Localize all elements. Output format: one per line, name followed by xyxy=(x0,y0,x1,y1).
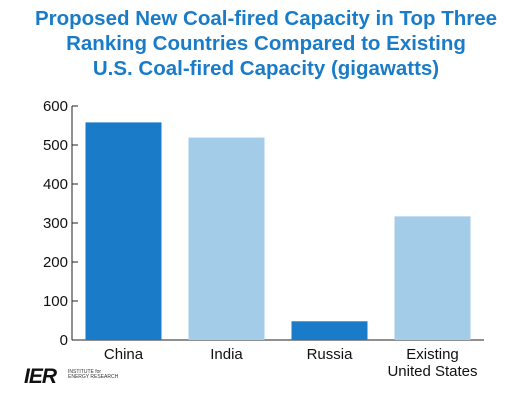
chart-title-line-3: U.S. Coal-fired Capacity (gigawatts) xyxy=(92,57,440,80)
ier-logo-text: IER xyxy=(24,365,57,388)
chart-title-line-2: Ranking Countries Compared to Existing xyxy=(66,32,466,55)
y-tick-label: 600 xyxy=(43,98,68,115)
ier-logo-mark: IER xyxy=(24,365,57,389)
y-tick-label: 0 xyxy=(60,332,68,349)
x-category-label: United States xyxy=(387,363,477,380)
ier-logo-subtitle: INSTITUTE for ENERGY RESEARCH xyxy=(68,370,138,380)
chart-title: Proposed New Coal-fired Capacity in Top … xyxy=(0,6,532,81)
bar-existing-united-states xyxy=(394,216,471,340)
ier-logo-subtitle-line-2: ENERGY RESEARCH xyxy=(68,374,119,380)
x-category-label: China xyxy=(104,346,144,363)
x-category-label: Existing xyxy=(406,346,459,363)
chart-title-line-1: Proposed New Coal-fired Capacity in Top … xyxy=(34,7,498,30)
y-tick-label: 500 xyxy=(43,137,68,154)
bar-russia xyxy=(291,321,368,340)
bar-china xyxy=(85,122,162,340)
y-tick-label: 200 xyxy=(43,254,68,271)
bar-india xyxy=(188,137,265,340)
x-category-label: India xyxy=(210,346,243,363)
y-tick-label: 300 xyxy=(43,215,68,232)
y-tick-label: 400 xyxy=(43,176,68,193)
ier-logo-subtitle-line-1: INSTITUTE for xyxy=(68,369,102,375)
x-category-label: Russia xyxy=(307,346,354,363)
y-tick-label: 100 xyxy=(43,293,68,310)
